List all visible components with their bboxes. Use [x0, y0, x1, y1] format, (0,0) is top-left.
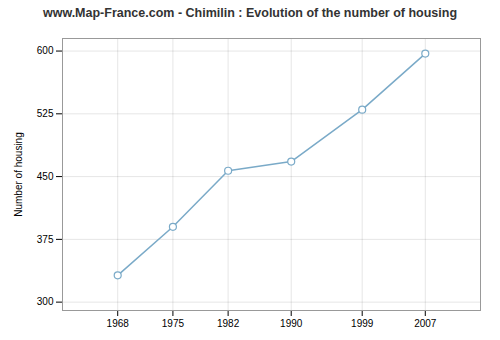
svg-text:1982: 1982: [217, 318, 240, 329]
svg-text:2007: 2007: [414, 318, 437, 329]
svg-text:Number of housing: Number of housing: [13, 132, 24, 217]
svg-text:300: 300: [37, 296, 54, 307]
svg-text:450: 450: [37, 171, 54, 182]
svg-text:600: 600: [37, 45, 54, 56]
svg-text:525: 525: [37, 108, 54, 119]
svg-text:375: 375: [37, 234, 54, 245]
html-text:www.Map-France.com - Chimilin: www.Map-France.com - Chimilin : Evolutio…: [42, 6, 458, 20]
svg-text:1990: 1990: [280, 318, 303, 329]
svg-text:1975: 1975: [162, 318, 185, 329]
svg-text:1999: 1999: [351, 318, 374, 329]
svg-text:1968: 1968: [107, 318, 130, 329]
